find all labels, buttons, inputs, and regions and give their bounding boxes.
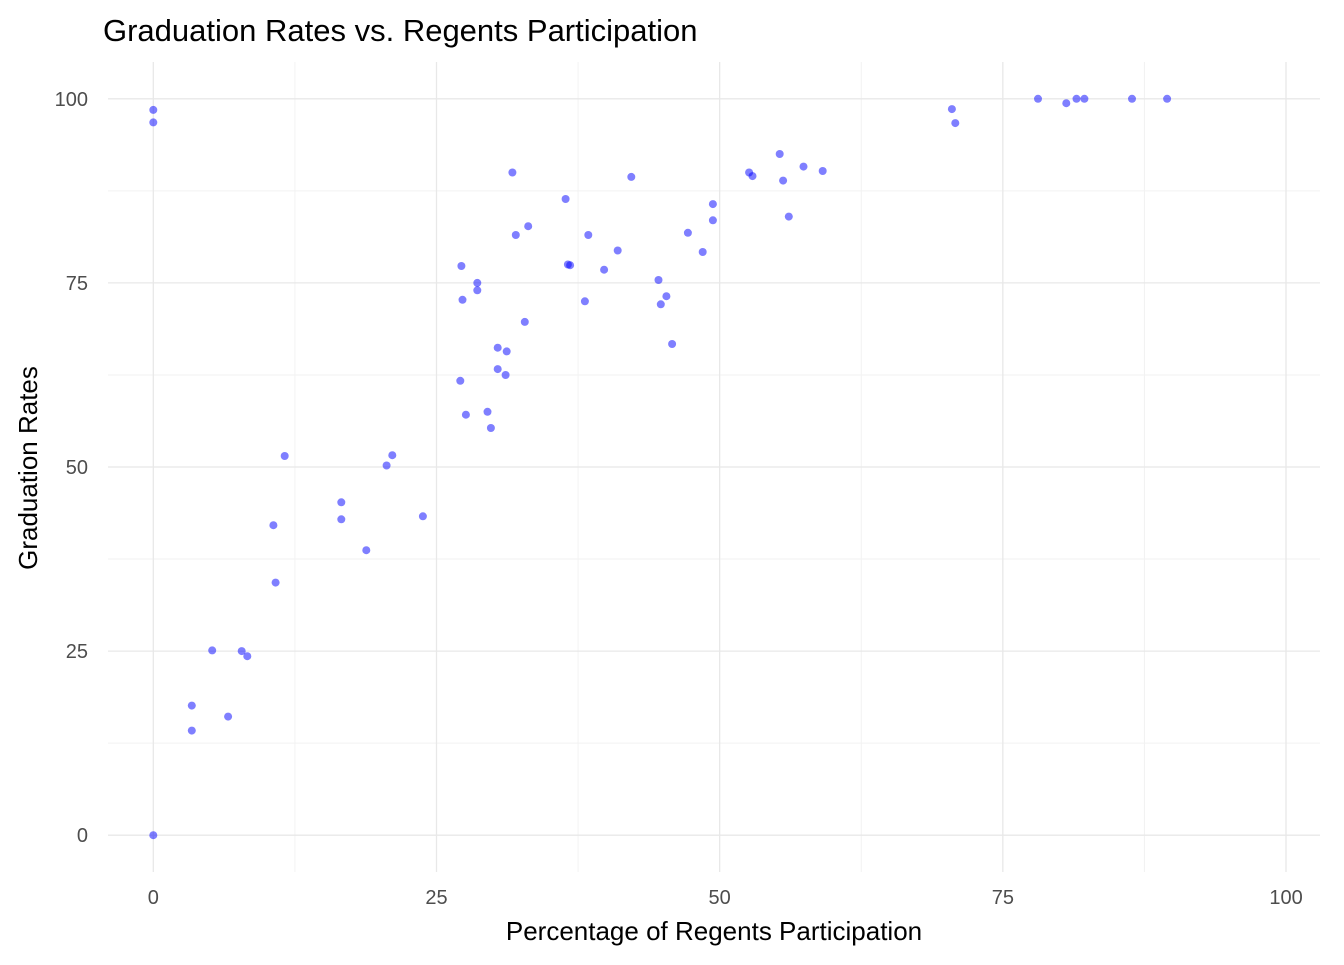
y-tick-label: 100 <box>55 89 88 111</box>
data-point <box>566 261 575 270</box>
data-point <box>224 712 233 721</box>
data-point <box>280 452 289 460</box>
data-point <box>337 498 346 507</box>
data-point <box>486 424 495 432</box>
data-point <box>502 347 511 356</box>
data-point <box>511 231 520 239</box>
data-point <box>947 105 956 114</box>
data-point <box>1034 94 1042 103</box>
data-point <box>483 407 492 416</box>
data-point <box>748 172 757 181</box>
data-point <box>461 410 470 419</box>
data-point <box>458 295 467 304</box>
data-point <box>149 105 158 114</box>
data-point <box>493 365 502 374</box>
y-axis-label: Graduation Rates <box>13 366 43 570</box>
data-point <box>456 376 465 385</box>
y-tick-label: 0 <box>77 825 88 847</box>
y-tick-label: 50 <box>66 457 88 479</box>
data-point <box>520 317 529 326</box>
data-point <box>654 276 663 284</box>
data-point <box>1080 94 1089 103</box>
data-point <box>457 262 466 270</box>
data-point <box>501 371 510 379</box>
data-point <box>951 119 960 128</box>
data-point <box>708 216 717 225</box>
data-point <box>627 172 636 181</box>
data-point <box>580 297 589 306</box>
data-point <box>779 176 788 185</box>
points-layer <box>149 94 1172 840</box>
chart-title: Graduation Rates vs. Regents Participati… <box>103 13 697 48</box>
data-point <box>362 546 371 555</box>
data-point <box>1072 94 1081 103</box>
data-point <box>799 162 808 171</box>
data-point <box>818 167 827 175</box>
x-tick-label: 50 <box>709 887 731 909</box>
data-point <box>149 118 158 127</box>
data-point <box>775 150 784 158</box>
x-tick-label: 0 <box>148 887 159 909</box>
data-point <box>187 726 196 735</box>
data-point <box>668 340 677 348</box>
data-point <box>600 265 609 274</box>
x-tick-label: 100 <box>1269 887 1302 909</box>
data-point <box>149 831 158 840</box>
data-point <box>613 246 622 255</box>
data-point <box>561 195 570 203</box>
y-tick-label: 25 <box>66 641 88 663</box>
x-axis-label: Percentage of Regents Participation <box>506 916 922 946</box>
data-point <box>473 278 482 287</box>
data-point <box>656 300 665 309</box>
data-point <box>269 521 278 530</box>
data-point <box>473 286 482 295</box>
data-point <box>708 200 717 209</box>
data-point <box>243 652 252 661</box>
y-axis-ticks: 0 25 50 75 100 <box>55 89 88 847</box>
data-point <box>1128 94 1136 103</box>
data-point <box>698 248 707 256</box>
major-grid <box>108 62 1320 872</box>
data-point <box>418 512 427 521</box>
data-point <box>388 451 397 460</box>
data-point <box>382 461 391 470</box>
data-point <box>584 231 593 239</box>
data-point <box>662 292 671 301</box>
data-point <box>271 578 280 587</box>
data-point <box>784 212 793 221</box>
x-tick-label: 75 <box>992 887 1014 909</box>
data-point <box>187 701 196 710</box>
x-axis-ticks: 0 25 50 75 100 <box>148 887 1303 909</box>
x-tick-label: 25 <box>425 887 447 909</box>
data-point <box>1062 99 1071 108</box>
y-tick-label: 75 <box>66 273 88 295</box>
data-point <box>337 515 346 524</box>
data-point <box>524 222 533 231</box>
data-point <box>683 228 692 237</box>
data-point <box>208 646 217 655</box>
minor-grid <box>108 62 1320 872</box>
data-point <box>237 647 246 656</box>
data-point <box>1163 94 1172 103</box>
data-point <box>508 168 517 177</box>
data-point <box>493 343 502 352</box>
